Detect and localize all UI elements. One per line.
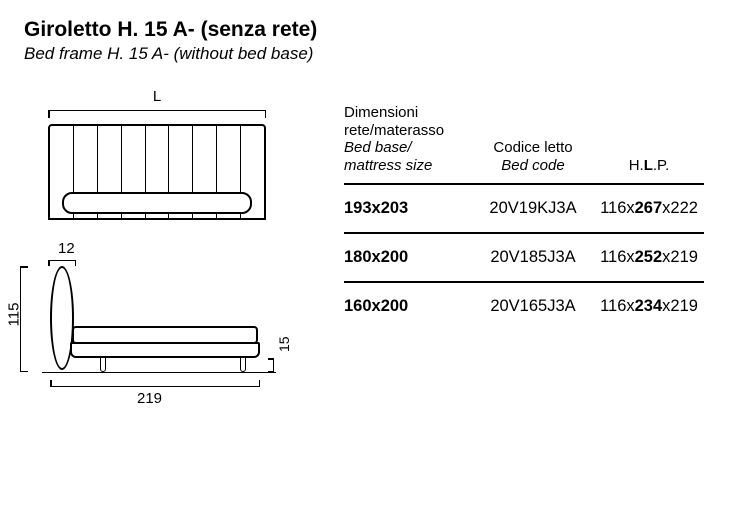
hlp-h: H. xyxy=(629,157,644,174)
dim-12-label: 12 xyxy=(58,240,75,257)
title-sub: Bed frame H. 15 A- (without bed base) xyxy=(24,44,713,64)
dim-219-label: 219 xyxy=(137,390,162,407)
diagram-area: L 12 115 15 219 xyxy=(42,110,282,390)
dim-219-line xyxy=(50,386,260,387)
dim-12-line xyxy=(48,260,76,261)
table-row: 180x20020V185J3A116x252x219 xyxy=(344,232,704,281)
dim-l-line xyxy=(48,110,266,120)
hlp-l: L xyxy=(644,157,653,174)
cell-size: 160x200 xyxy=(344,297,472,316)
table-row: 160x20020V165J3A116x234x219 xyxy=(344,281,704,330)
leg-rear xyxy=(240,358,246,372)
cell-size: 180x200 xyxy=(344,248,472,267)
cell-code: 20V165J3A xyxy=(472,297,594,316)
ground-line xyxy=(42,372,276,373)
dim-l-label: L xyxy=(153,88,161,105)
th-size-l1: Dimensioni xyxy=(344,104,472,122)
dim-15-line xyxy=(266,358,274,372)
cell-code: 20V19KJ3A xyxy=(472,199,594,218)
table-header: Dimensioni rete/materasso Bed base/ matt… xyxy=(344,104,704,183)
dim-115-label: 115 xyxy=(5,303,22,327)
table-row: 193x20320V19KJ3A116x267x222 xyxy=(344,183,704,232)
th-code: Codice letto Bed code xyxy=(472,104,594,175)
hlp-p: .P. xyxy=(653,157,669,174)
th-code-l2: Bed code xyxy=(472,157,594,175)
cell-hlp: 116x267x222 xyxy=(594,199,704,218)
cell-code: 20V185J3A xyxy=(472,248,594,267)
mattress-front xyxy=(62,192,252,214)
th-size-l2: rete/materasso xyxy=(344,122,472,140)
side-view: 12 115 15 219 xyxy=(42,240,282,390)
dim-15-label: 15 xyxy=(276,336,292,352)
bed-side-bottom xyxy=(70,342,260,358)
th-code-l1: Codice letto xyxy=(472,139,594,157)
th-hlp: H.L.P. xyxy=(594,104,704,175)
front-view: L xyxy=(48,110,266,214)
spec-table: Dimensioni rete/materasso Bed base/ matt… xyxy=(344,104,704,330)
cell-hlp: 116x234x219 xyxy=(594,297,704,316)
th-size-l4: mattress size xyxy=(344,157,472,175)
table-body: 193x20320V19KJ3A116x267x222180x20020V185… xyxy=(344,183,704,330)
th-size-l3: Bed base/ xyxy=(344,139,472,157)
th-size: Dimensioni rete/materasso Bed base/ matt… xyxy=(344,104,472,175)
leg-front xyxy=(100,358,106,372)
th-hlp-label: H.L.P. xyxy=(594,157,704,175)
cell-size: 193x203 xyxy=(344,199,472,218)
cell-hlp: 116x252x219 xyxy=(594,248,704,267)
title-main: Giroletto H. 15 A- (senza rete) xyxy=(24,18,713,42)
